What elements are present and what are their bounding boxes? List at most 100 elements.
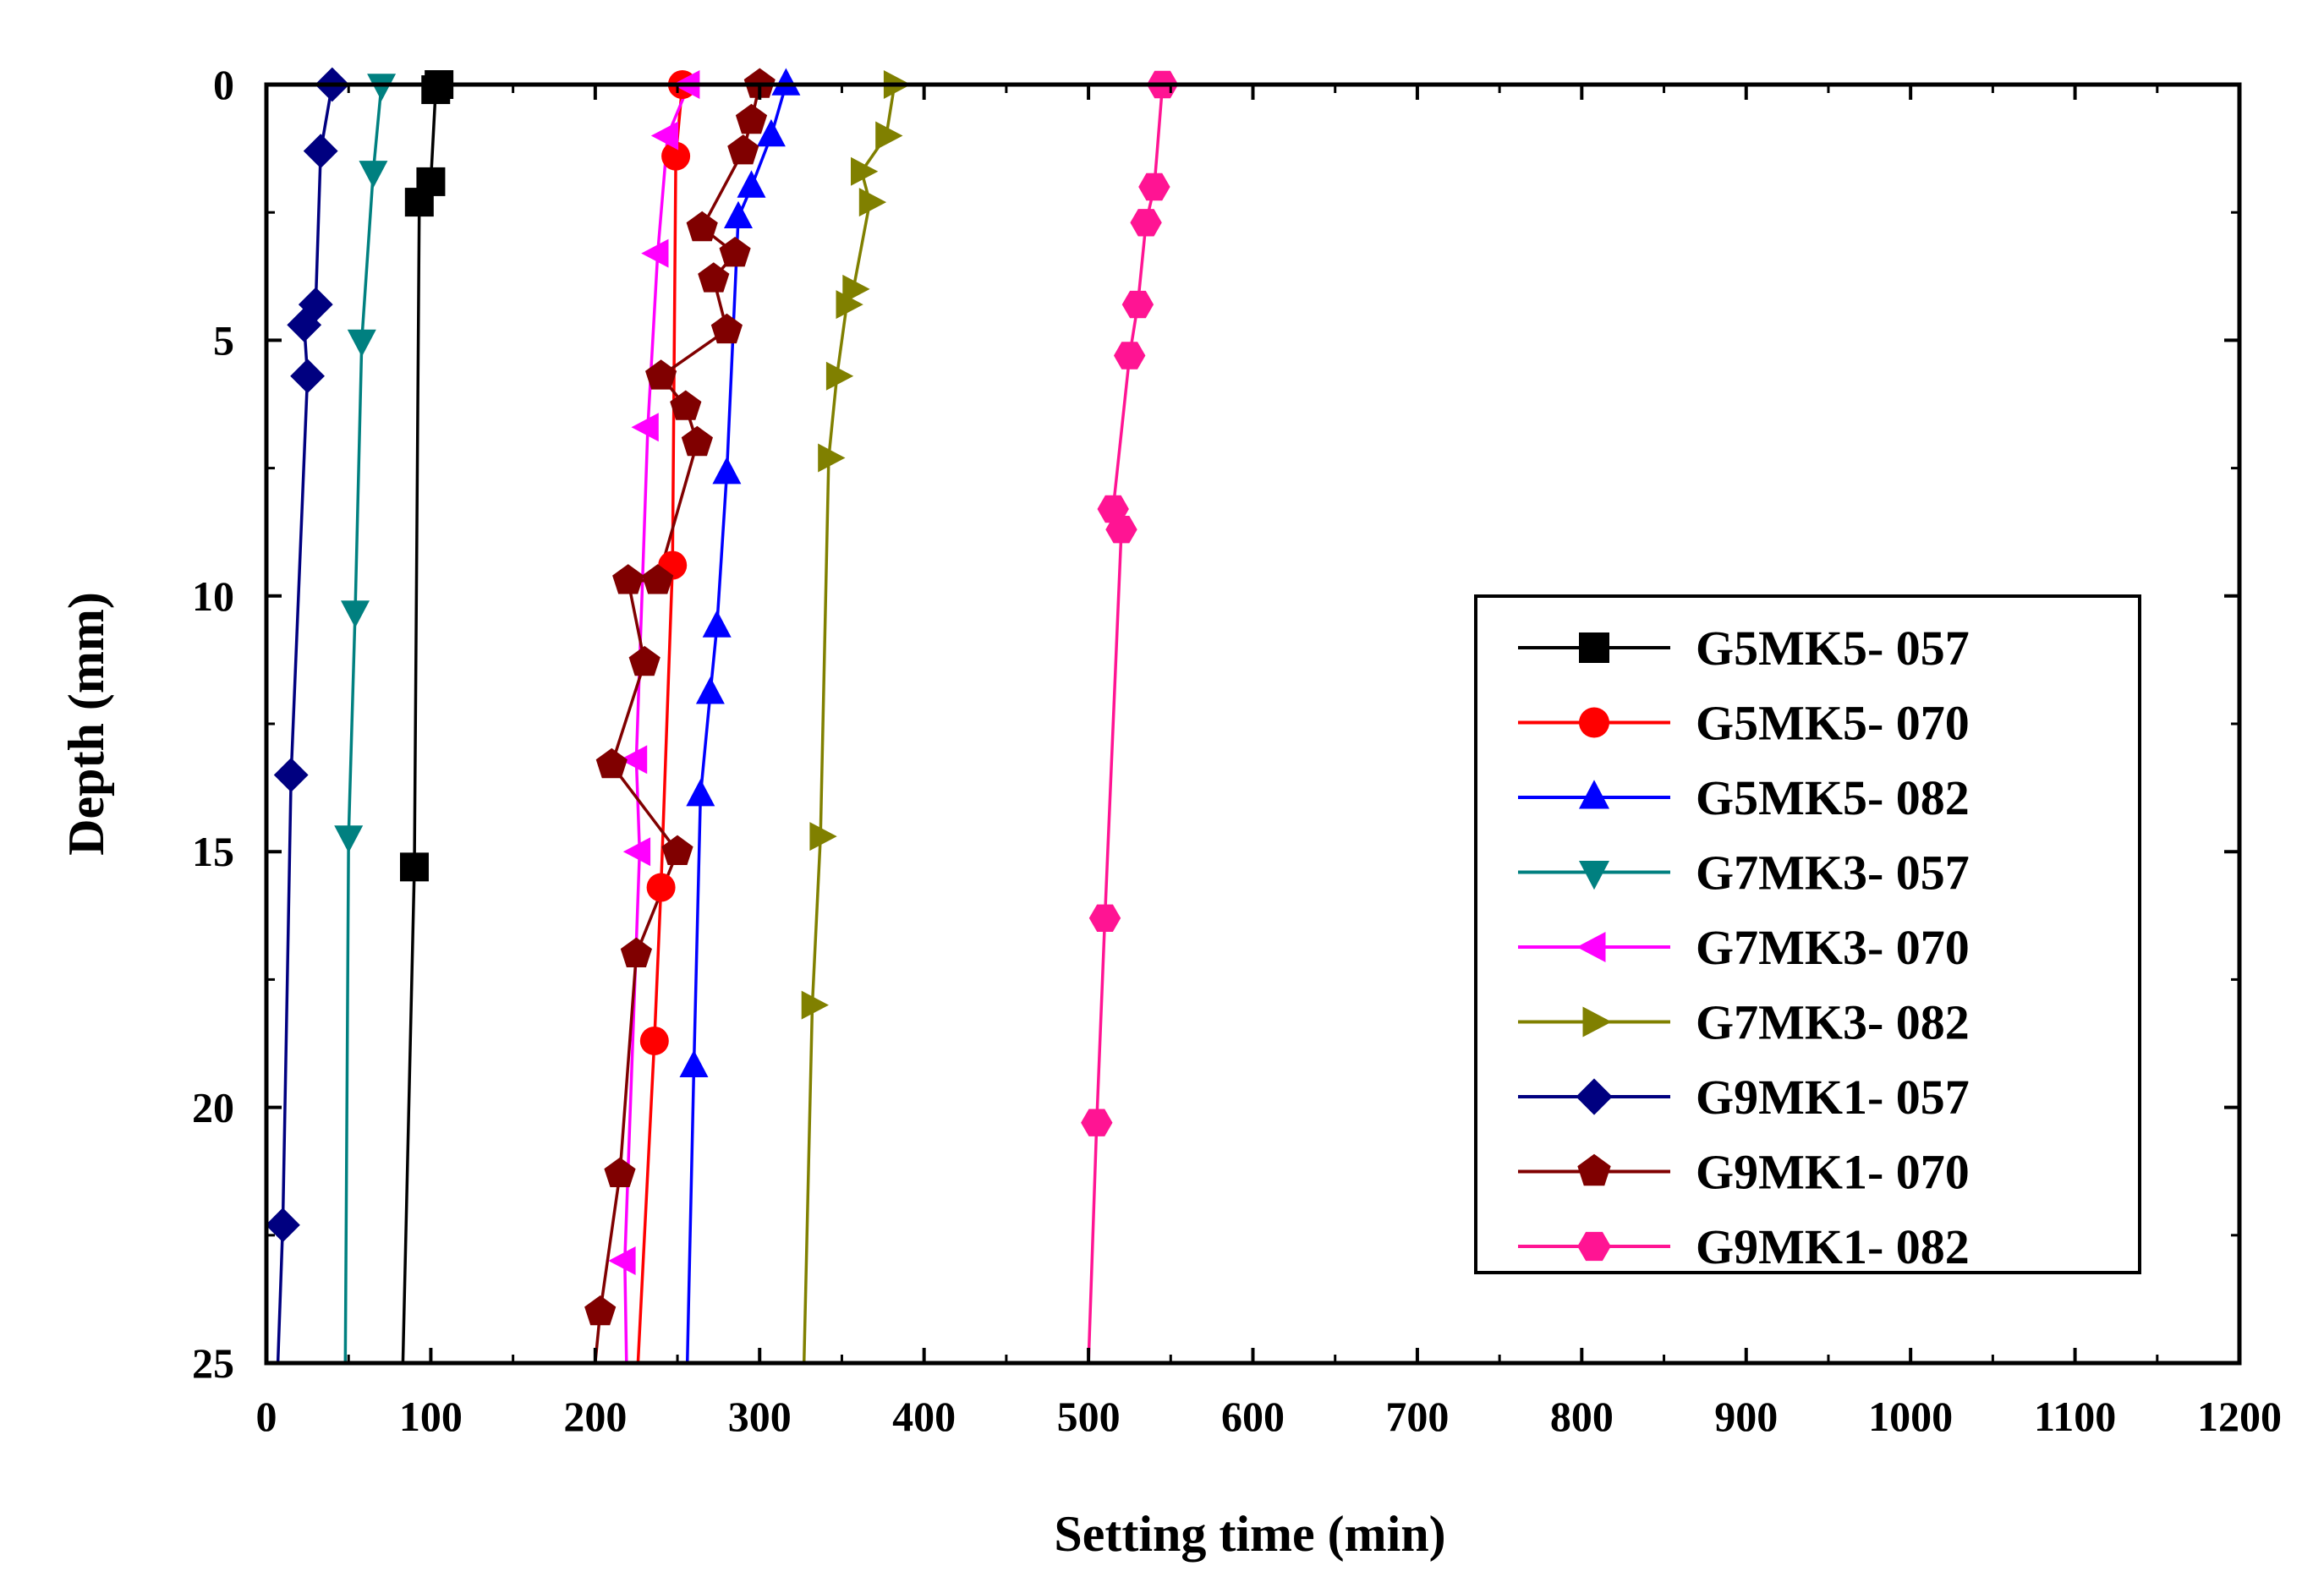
series-1-point — [404, 188, 434, 217]
series-6-point — [809, 822, 837, 851]
legend-label: G9MK1- 070 — [1696, 1145, 1970, 1200]
series-3-point — [771, 68, 801, 96]
series-3-point — [702, 610, 732, 638]
series-9-point — [1121, 290, 1154, 319]
legend-label: G7MK3- 082 — [1696, 995, 1970, 1050]
series-8-point — [642, 564, 674, 594]
y-tick-label: 20 — [192, 1084, 234, 1131]
y-tick-label: 25 — [192, 1339, 234, 1387]
series-line-6 — [802, 84, 896, 1364]
series-line-7 — [276, 84, 334, 1364]
legend-swatch-marker — [1577, 1153, 1611, 1186]
series-6-point — [818, 443, 846, 473]
legend-swatch-marker — [1582, 1006, 1612, 1038]
series-line-1 — [401, 84, 441, 1364]
x-axis-title: Setting time (min) — [1054, 1506, 1445, 1562]
series-7-point — [287, 307, 322, 342]
series-8-point — [604, 1157, 636, 1187]
series-8-point — [686, 211, 718, 242]
series-line-2 — [636, 84, 684, 1364]
x-tick-label: 500 — [1057, 1393, 1121, 1440]
series-2-point — [661, 141, 691, 171]
x-tick-label: 200 — [563, 1393, 627, 1440]
series-5-point — [619, 745, 648, 775]
series-line-3 — [685, 84, 788, 1364]
legend-label: G7MK3- 070 — [1696, 920, 1970, 975]
series-5-point — [641, 238, 669, 268]
x-tick-labels: 0 100 200 300 400 500 600 700 800 900 1000 1100 1200 — [256, 1393, 2283, 1440]
series-6-point — [801, 990, 829, 1020]
series-8-point — [595, 747, 628, 779]
x-tick-label: 300 — [728, 1393, 792, 1440]
series-3-point — [695, 676, 725, 704]
series-4-point — [359, 161, 388, 189]
legend-label: G5MK5- 070 — [1696, 696, 1970, 751]
legend-swatch-marker — [1579, 632, 1609, 663]
series-2-point — [639, 1026, 669, 1055]
series-9-point — [1088, 904, 1121, 932]
series-4-point — [334, 825, 364, 853]
series-8-point — [681, 425, 713, 457]
y-tick-labels: 0 5 10 15 20 25 — [192, 61, 234, 1387]
series-5-point — [650, 121, 679, 151]
x-tick-label: 800 — [1550, 1393, 1614, 1440]
series-6-point — [851, 156, 879, 186]
legend-label: G7MK3- 057 — [1696, 846, 1970, 901]
x-tick-label: 400 — [892, 1393, 956, 1440]
series-8-point — [628, 645, 660, 676]
series-6-point — [825, 361, 854, 391]
x-tick-label: 1200 — [2197, 1393, 2282, 1440]
x-tick-label: 900 — [1714, 1393, 1778, 1440]
series-8-point — [612, 564, 644, 594]
series-3-point — [686, 779, 715, 807]
legend-label: G9MK1- 057 — [1696, 1070, 1970, 1125]
legend-swatch-marker — [1579, 780, 1609, 809]
x-tick-label: 1100 — [2034, 1393, 2116, 1440]
series-7-point — [290, 359, 325, 394]
series-9-point — [1081, 1109, 1113, 1136]
series-4-point — [347, 329, 376, 357]
series-8-point — [735, 103, 768, 134]
axis-ticks — [265, 83, 2241, 1365]
y-tick-label: 10 — [192, 572, 234, 620]
series-8-point — [661, 835, 693, 865]
series-5-point — [622, 837, 651, 867]
series-3-point — [724, 200, 753, 228]
legend: G5MK5- 057 G5MK5- 070 G5MK5- 082 G7MK3- 057… — [1474, 594, 2141, 1274]
series-9-point — [1138, 172, 1170, 201]
series-7-point — [303, 134, 338, 168]
series-3-point — [756, 118, 786, 147]
y-tick-label: 0 — [213, 61, 234, 108]
series-9-point — [1130, 209, 1162, 237]
series-3-point — [679, 1049, 709, 1077]
legend-swatch-marker — [1579, 861, 1609, 890]
series-8-point — [670, 390, 702, 420]
series-2-point — [646, 873, 676, 902]
series-3-point — [712, 457, 742, 485]
x-tick-label: 1000 — [1868, 1393, 1953, 1440]
legend-label: G9MK1- 082 — [1696, 1219, 1970, 1274]
series-6-point — [836, 290, 863, 320]
series-9-point — [1105, 516, 1137, 544]
plot-markers — [266, 67, 1179, 1326]
legend-swatch-marker — [1576, 1078, 1613, 1115]
series-7-point — [266, 1207, 300, 1243]
series-8-point — [645, 359, 677, 390]
series-8-point — [710, 313, 743, 344]
legend-swatch-marker — [1576, 932, 1606, 962]
y-tick-label: 5 — [213, 316, 234, 364]
series-line-4 — [343, 84, 383, 1364]
series-5-point — [608, 1246, 636, 1275]
legend-swatch-marker — [1579, 707, 1609, 738]
legend-label: G5MK5- 082 — [1696, 770, 1970, 825]
series-1-point — [399, 852, 429, 882]
series-8-point — [719, 237, 751, 267]
y-tick-label: 15 — [192, 828, 234, 875]
series-5-point — [631, 413, 659, 442]
series-9-point — [1114, 342, 1146, 370]
series-4-point — [367, 74, 397, 101]
legend-swatch-marker — [1577, 1231, 1611, 1262]
y-axis-title: Depth (mm) — [58, 592, 114, 856]
